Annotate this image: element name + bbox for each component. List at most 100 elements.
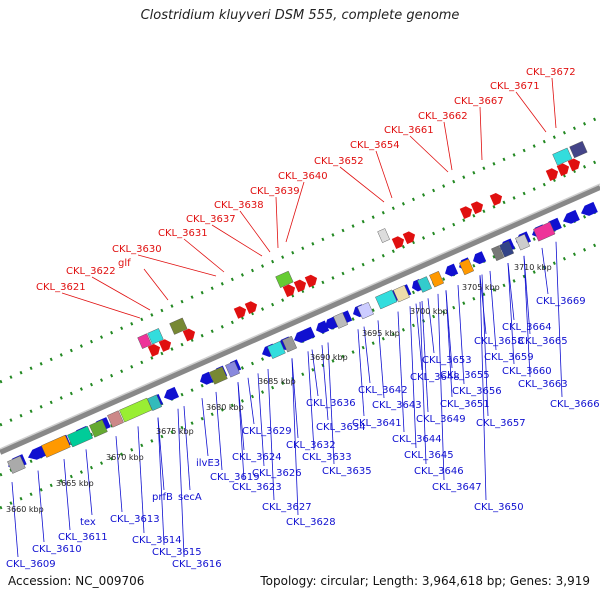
- gene-label-lower[interactable]: CKL_3663: [518, 379, 568, 390]
- forward-gene[interactable]: [556, 162, 572, 177]
- reverse-gene[interactable]: [410, 278, 424, 293]
- gene-label-lower[interactable]: CKL_3634: [316, 422, 366, 433]
- gene-label-upper[interactable]: CKL_3638: [214, 200, 264, 211]
- gene-label-lower[interactable]: CKL_3628: [286, 517, 336, 528]
- forward-gene[interactable]: [567, 157, 583, 172]
- gene-block[interactable]: [429, 270, 445, 288]
- forward-gene[interactable]: [293, 278, 309, 293]
- gene-label-upper[interactable]: glf: [118, 258, 131, 269]
- gene-label-lower[interactable]: CKL_3633: [302, 452, 352, 463]
- forward-gene[interactable]: [489, 191, 505, 206]
- gene-label-lower[interactable]: CKL_3624: [232, 452, 282, 463]
- gene-label-upper[interactable]: CKL_3637: [186, 214, 236, 225]
- gene-block[interactable]: [569, 140, 588, 159]
- gene-label-lower[interactable]: CKL_3641: [352, 418, 402, 429]
- gene-label-upper[interactable]: CKL_3661: [384, 125, 434, 136]
- gene-label-upper[interactable]: CKL_3672: [526, 67, 576, 78]
- gene-block[interactable]: [275, 270, 294, 288]
- reverse-gene[interactable]: [300, 326, 316, 342]
- gene-label-lower[interactable]: CKL_3665: [518, 336, 568, 347]
- gene-block[interactable]: [491, 245, 505, 262]
- gene-label-lower[interactable]: CKL_3653: [422, 355, 472, 366]
- gene-label-lower[interactable]: CKL_3659: [484, 352, 534, 363]
- gene-label-lower[interactable]: CKL_3655: [440, 370, 490, 381]
- gene-label-lower[interactable]: CKL_3626: [252, 468, 302, 479]
- gene-label-upper[interactable]: CKL_3671: [490, 81, 540, 92]
- gene-label-lower[interactable]: ilvE3: [196, 458, 220, 469]
- gene-block[interactable]: [499, 241, 515, 258]
- gene-block[interactable]: [169, 317, 188, 335]
- gene-label-lower[interactable]: CKL_3645: [404, 450, 454, 461]
- gene-label-lower[interactable]: CKL_3610: [32, 544, 82, 555]
- forward-gene[interactable]: [391, 235, 407, 250]
- forward-gene[interactable]: [158, 337, 174, 352]
- gene-block[interactable]: [333, 312, 349, 329]
- gene-label-lower[interactable]: CKL_3614: [132, 535, 182, 546]
- gene-block[interactable]: [209, 366, 228, 385]
- gene-label-lower[interactable]: CKL_3643: [372, 400, 422, 411]
- gene-label-lower[interactable]: CKL_3635: [322, 466, 372, 477]
- forward-gene[interactable]: [282, 283, 298, 298]
- gene-label-lower[interactable]: CKL_3651: [440, 399, 490, 410]
- gene-block[interactable]: [225, 361, 241, 378]
- gene-block[interactable]: [107, 410, 124, 428]
- gene-label-lower[interactable]: CKL_3646: [414, 466, 464, 477]
- reverse-gene[interactable]: [471, 251, 487, 266]
- reverse-gene[interactable]: [443, 263, 459, 279]
- gene-label-lower[interactable]: CKL_3669: [536, 296, 586, 307]
- gene-block[interactable]: [7, 455, 26, 474]
- reverse-gene[interactable]: [579, 201, 598, 219]
- gene-label-lower[interactable]: tex: [80, 517, 96, 528]
- forward-gene[interactable]: [402, 230, 418, 245]
- gene-label-upper[interactable]: CKL_3630: [112, 244, 162, 255]
- gene-label-lower[interactable]: CKL_3658: [474, 336, 524, 347]
- gene-block[interactable]: [137, 333, 152, 349]
- gene-label-upper[interactable]: CKL_3662: [418, 111, 468, 122]
- gene-label-lower[interactable]: CKL_3619: [210, 472, 260, 483]
- gene-block[interactable]: [89, 419, 108, 438]
- gene-label-lower[interactable]: secA: [178, 492, 202, 503]
- gene-block[interactable]: [357, 301, 374, 320]
- gene-block[interactable]: [267, 340, 286, 359]
- forward-gene[interactable]: [147, 342, 163, 357]
- gene-label-lower[interactable]: CKL_3627: [262, 502, 312, 513]
- gene-label-lower[interactable]: CKL_3644: [392, 434, 442, 445]
- gene-label-lower[interactable]: CKL_3632: [286, 440, 336, 451]
- forward-gene[interactable]: [459, 204, 475, 219]
- gene-label-lower[interactable]: CKL_3623: [232, 482, 282, 493]
- forward-gene[interactable]: [304, 273, 320, 288]
- gene-label-lower[interactable]: CKL_3660: [502, 366, 552, 377]
- gene-label-lower[interactable]: CKL_3664: [502, 322, 552, 333]
- forward-gene[interactable]: [244, 299, 260, 314]
- gene-block[interactable]: [282, 335, 298, 353]
- gene-block[interactable]: [417, 276, 433, 293]
- gene-label-upper[interactable]: CKL_3639: [250, 186, 300, 197]
- gene-label-lower[interactable]: CKL_3611: [58, 532, 108, 543]
- gene-label-upper[interactable]: CKL_3652: [314, 156, 364, 167]
- gene-label-upper[interactable]: CKL_3621: [36, 282, 86, 293]
- gene-block[interactable]: [41, 434, 71, 458]
- gene-block[interactable]: [533, 221, 556, 242]
- forward-gene[interactable]: [545, 166, 561, 181]
- reverse-gene[interactable]: [26, 445, 47, 462]
- gene-label-upper[interactable]: CKL_3667: [454, 96, 504, 107]
- gene-label-lower[interactable]: CKL_3650: [474, 502, 524, 513]
- gene-block[interactable]: [119, 397, 153, 423]
- gene-label-lower[interactable]: CKL_3666: [550, 399, 600, 410]
- gene-label-upper[interactable]: CKL_3654: [350, 140, 400, 151]
- gene-label-lower[interactable]: CKL_3629: [242, 426, 292, 437]
- gene-label-lower[interactable]: CKL_3656: [452, 386, 502, 397]
- forward-gene[interactable]: [470, 200, 486, 215]
- gene-label-lower[interactable]: CKL_3657: [476, 418, 526, 429]
- gene-label-lower[interactable]: CKL_3613: [110, 514, 160, 525]
- gene-label-lower[interactable]: CKL_3609: [6, 559, 56, 570]
- gene-label-lower[interactable]: CKL_3615: [152, 547, 202, 558]
- gene-label-lower[interactable]: CKL_3636: [306, 398, 356, 409]
- gene-label-lower[interactable]: CKL_3647: [432, 482, 482, 493]
- gene-label-lower[interactable]: CKL_3648: [410, 372, 460, 383]
- gene-label-lower[interactable]: CKL_3649: [416, 414, 466, 425]
- gene-block[interactable]: [552, 147, 573, 166]
- gene-block[interactable]: [147, 394, 163, 411]
- reverse-gene[interactable]: [162, 386, 180, 403]
